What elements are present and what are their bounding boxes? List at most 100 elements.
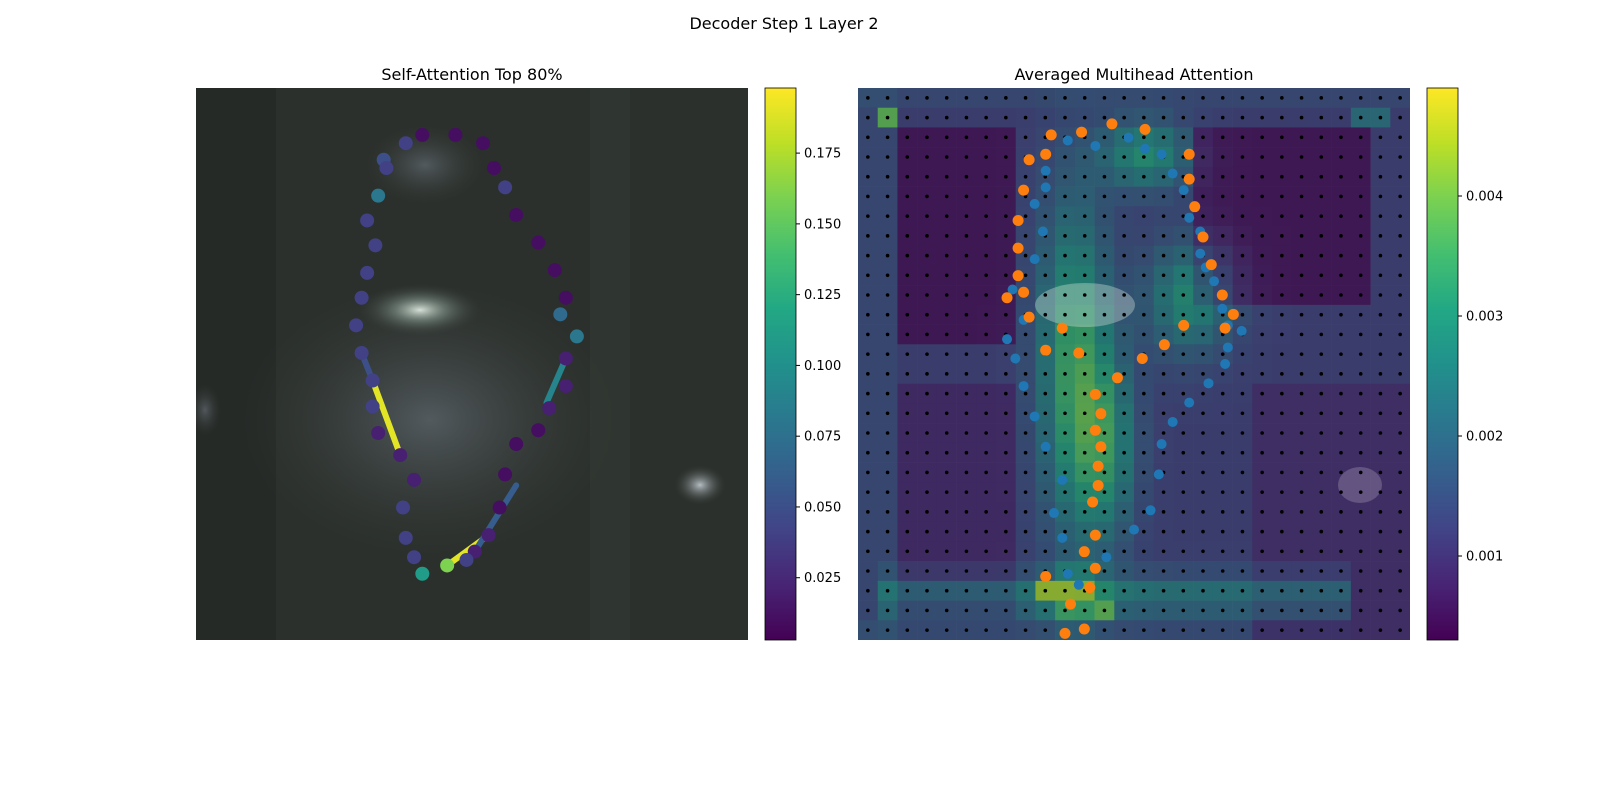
grid-dot	[1280, 155, 1284, 159]
grid-dot	[1220, 174, 1225, 179]
grid-dot	[1260, 450, 1264, 455]
grid-dot	[1004, 174, 1008, 179]
grid-dot	[1240, 450, 1245, 455]
grid-dot	[1102, 214, 1107, 218]
grid-dot	[1398, 411, 1402, 416]
grid-dot	[1004, 510, 1008, 514]
grid-dot	[1142, 411, 1146, 416]
grid-dot	[1082, 431, 1087, 435]
grid-dot	[1220, 391, 1225, 396]
blue-point	[1217, 303, 1228, 314]
grid-dot	[1102, 155, 1107, 159]
grid-dot	[1220, 253, 1225, 258]
grid-dot	[1142, 214, 1146, 218]
grid-dot	[1122, 214, 1126, 218]
grid-dot	[1004, 96, 1008, 100]
grid-dot	[1142, 569, 1146, 573]
grid-dot	[1339, 293, 1343, 297]
grid-dot	[1339, 253, 1343, 258]
grid-dot	[1299, 510, 1304, 514]
grid-dot	[1063, 510, 1067, 514]
grid-dot	[1142, 549, 1146, 554]
blue-points	[1002, 132, 1247, 590]
grid-dot	[1201, 529, 1205, 534]
grid-dot	[1122, 588, 1126, 593]
grid-dot	[944, 352, 949, 356]
grid-dot	[1201, 352, 1205, 356]
grid-dot	[1319, 411, 1324, 416]
grid-dot	[905, 312, 910, 317]
grid-dot	[925, 273, 929, 278]
grid-dot	[1339, 332, 1343, 337]
grid-dot	[1142, 135, 1146, 140]
grid-dot	[984, 588, 988, 593]
grid-dot	[1082, 234, 1087, 238]
grid-dot	[1023, 234, 1028, 238]
grid-dot	[1358, 312, 1363, 317]
grid-dot	[1299, 490, 1304, 494]
grid-dot	[1142, 490, 1146, 494]
self-attention-panel: Self-Attention Top 80% 0.0250.0500.0750.…	[196, 65, 841, 641]
grid-dot	[1398, 391, 1402, 396]
grid-dot	[1142, 253, 1146, 258]
grid-dot	[1398, 214, 1402, 218]
grid-dot	[1220, 352, 1225, 356]
grid-dot	[1339, 312, 1343, 317]
grid-dot	[1122, 174, 1126, 179]
grid-dot	[1161, 234, 1166, 238]
grid-dot	[964, 194, 969, 199]
grid-dot	[1240, 115, 1245, 120]
grid-dot	[1398, 549, 1402, 554]
grid-dot	[1102, 569, 1107, 573]
grid-dot	[944, 115, 949, 120]
grid-dot	[1398, 628, 1402, 632]
grid-dot	[1004, 450, 1008, 455]
grid-dot	[1378, 549, 1383, 554]
grid-dot	[1043, 372, 1048, 376]
grid-dot	[1181, 490, 1186, 494]
blue-point	[1007, 284, 1018, 295]
orange-point	[1056, 322, 1068, 334]
grid-dot	[1122, 115, 1126, 120]
grid-dot	[1280, 115, 1284, 120]
grid-dot	[944, 510, 949, 514]
grid-dot	[1260, 273, 1264, 278]
grid-dot	[866, 312, 870, 317]
grid-dot	[905, 549, 910, 554]
grid-dot	[964, 253, 969, 258]
grid-dot	[984, 312, 988, 317]
grid-dot	[984, 352, 988, 356]
grid-dot	[1260, 608, 1264, 613]
grid-dot	[1319, 490, 1324, 494]
grid-dot	[1004, 273, 1008, 278]
grid-dot	[1063, 588, 1067, 593]
grid-dot	[1004, 411, 1008, 416]
grid-dot	[944, 96, 949, 100]
grid-dot	[1063, 293, 1067, 297]
grid-dot	[905, 608, 910, 613]
grid-dot	[1102, 293, 1107, 297]
grid-dot	[1082, 115, 1087, 120]
grid-dot	[1299, 135, 1304, 140]
grid-dot	[925, 194, 929, 199]
orange-point	[1059, 627, 1071, 639]
blue-point	[1057, 474, 1068, 485]
grid-dot	[964, 569, 969, 573]
blue-point	[1029, 254, 1040, 265]
grid-dot	[1082, 470, 1087, 475]
grid-dot	[925, 293, 929, 297]
grid-dot	[944, 431, 949, 435]
grid-dot	[1260, 174, 1264, 179]
grid-dot	[1378, 490, 1383, 494]
orange-point	[1089, 562, 1101, 574]
blue-point	[1018, 381, 1029, 392]
contour-point	[558, 351, 573, 366]
grid-dot	[944, 273, 949, 278]
grid-dot	[1378, 115, 1383, 120]
grid-dot	[1161, 214, 1166, 218]
grid-dot	[1319, 214, 1324, 218]
grid-dot	[1082, 96, 1087, 100]
grid-dot	[1181, 273, 1186, 278]
grid-dot	[1260, 628, 1264, 632]
blue-point	[1222, 342, 1233, 353]
